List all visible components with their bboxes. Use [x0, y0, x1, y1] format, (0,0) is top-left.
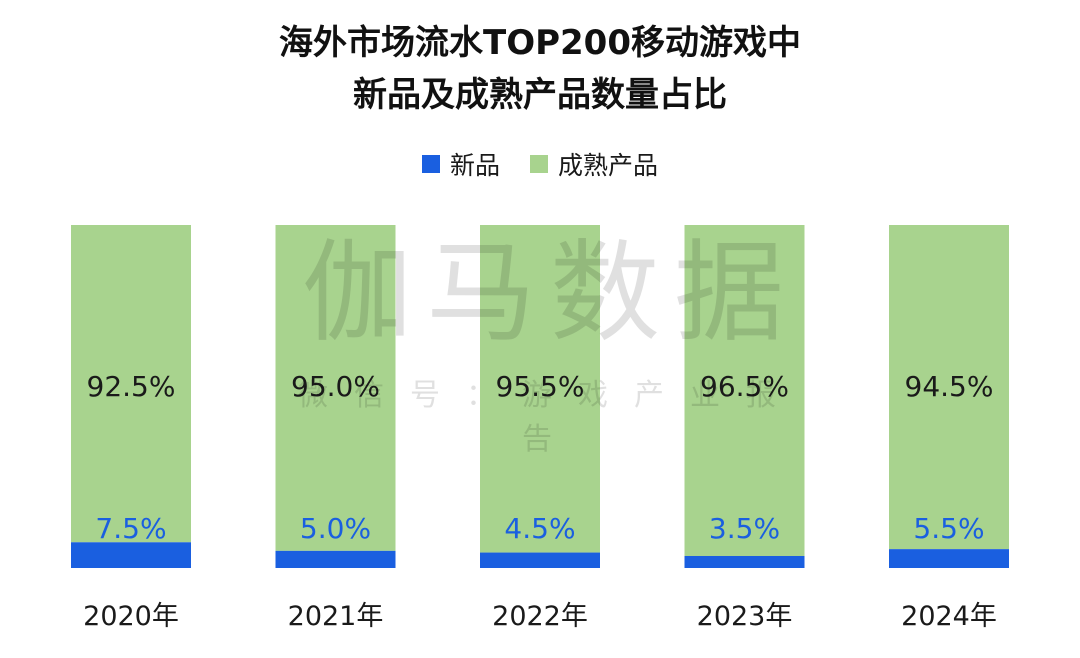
- legend-item-new: 新品: [421, 146, 500, 182]
- x-tick-label-2: 2022年: [492, 601, 588, 632]
- bar-mature-3: [684, 225, 805, 556]
- bar-new-2: [480, 552, 600, 568]
- legend-label-mature: 成熟产品: [558, 151, 659, 180]
- chart-title-line-1: 海外市场流水TOP200移动游戏中: [279, 23, 801, 63]
- bar-new-4: [889, 549, 1009, 568]
- x-tick-label-4: 2024年: [901, 601, 997, 632]
- bar-new-1: [275, 550, 396, 568]
- data-label-new-4: 5.5%: [913, 512, 984, 545]
- bar-new-3: [684, 555, 805, 568]
- data-label-mature-4: 94.5%: [905, 370, 994, 403]
- x-tick-label-0: 2020年: [83, 601, 179, 632]
- x-tick-label-1: 2021年: [288, 601, 384, 632]
- bar-mature-0: [71, 225, 191, 543]
- data-label-new-3: 3.5%: [709, 512, 780, 545]
- legend-swatch-mature: [530, 155, 548, 173]
- data-label-mature-3: 96.5%: [700, 370, 789, 403]
- data-label-new-2: 4.5%: [504, 512, 575, 545]
- bar-mature-4: [889, 225, 1009, 550]
- bar-mature-2: [480, 225, 600, 553]
- data-label-mature-0: 92.5%: [87, 370, 176, 403]
- chart-legend: 新品 成熟产品: [0, 146, 1080, 182]
- bar-mature-1: [275, 225, 396, 551]
- legend-swatch-new: [421, 155, 440, 173]
- legend-label-new: 新品: [449, 151, 500, 180]
- data-label-new-0: 7.5%: [95, 512, 166, 545]
- bar-new-0: [71, 542, 191, 568]
- data-label-mature-1: 95.0%: [291, 370, 380, 403]
- legend-item-mature: 成熟产品: [530, 146, 658, 182]
- chart-title-line-2: 新品及成熟产品数量占比: [353, 75, 727, 115]
- data-label-mature-2: 95.5%: [496, 370, 585, 403]
- x-tick-label-3: 2023年: [697, 601, 793, 632]
- data-label-new-1: 5.0%: [300, 512, 371, 545]
